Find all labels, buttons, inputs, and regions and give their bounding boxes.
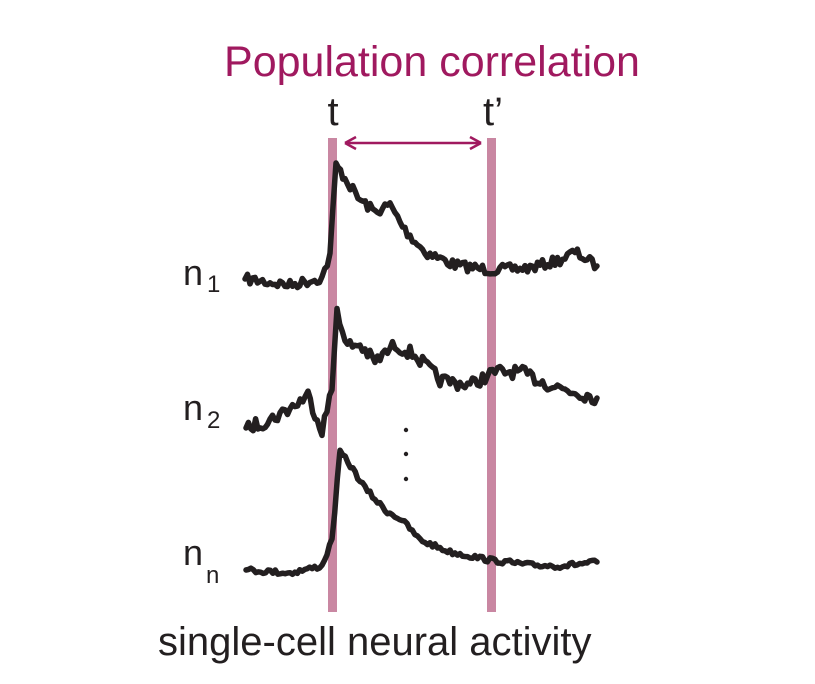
svg-text:n: n (183, 387, 203, 428)
neuron-n-trace (243, 447, 600, 578)
diagram-caption: single-cell neural activity (158, 620, 592, 664)
neuron-1-trace (242, 160, 600, 291)
time-line-t-prime (487, 138, 496, 612)
neuron-2-trace (243, 305, 600, 439)
time-label-t: t (327, 90, 338, 134)
vertical-ellipsis (403, 427, 409, 482)
svg-text:n: n (183, 532, 203, 573)
svg-text:n: n (206, 562, 219, 589)
neuron-label-1: n 1 (183, 252, 220, 298)
svg-text:1: 1 (207, 271, 220, 298)
neuron-label-n: n n (183, 532, 219, 589)
neuron-label-2: n 2 (183, 387, 220, 434)
svg-text:n: n (183, 252, 203, 293)
diagram-title: Population correlation (224, 38, 640, 86)
time-label-t-prime: t’ (483, 90, 503, 134)
svg-text:2: 2 (207, 407, 220, 434)
interval-arrow (344, 135, 482, 151)
